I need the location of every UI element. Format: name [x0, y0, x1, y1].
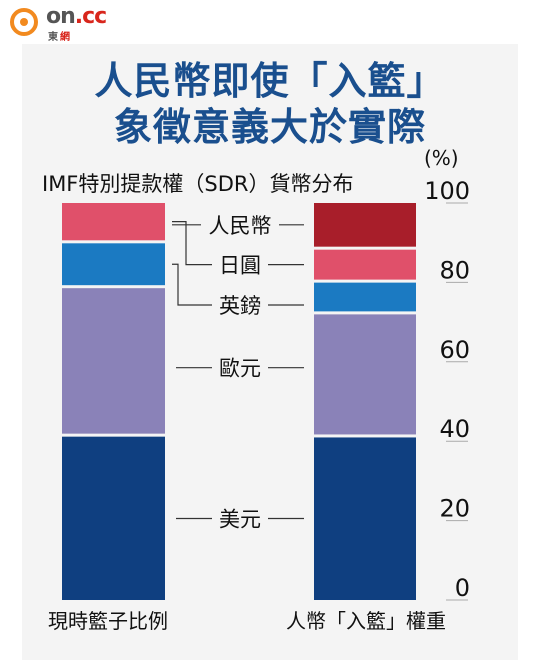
bar-current-英鎊 — [62, 243, 165, 286]
leader-left-英鎊 — [172, 263, 212, 306]
series-label-人民幣: 人民幣 — [209, 214, 272, 238]
oncc-logo-subtext: 東網 — [48, 32, 72, 43]
series-label-美元: 美元 — [219, 508, 261, 532]
y-tick-label-20: 20 — [439, 495, 470, 523]
series-label-日圓: 日圓 — [219, 254, 261, 278]
bar-rmb-英鎊 — [314, 282, 416, 312]
x-label-current: 現時籃子比例 — [48, 609, 168, 633]
leader-left-日圓 — [172, 221, 212, 266]
headline-line-2: 象徵意義大於實際 — [113, 105, 426, 149]
bar-current-美元 — [62, 436, 165, 600]
bar-rmb-日圓 — [314, 249, 416, 280]
y-axis-unit: (%) — [424, 146, 459, 170]
y-tick-label-0: 0 — [455, 574, 470, 602]
bar-rmb-美元 — [314, 437, 416, 600]
oncc-logo-text: on.cc — [46, 4, 107, 29]
y-tick-label-40: 40 — [439, 415, 470, 443]
y-tick-label-60: 60 — [439, 336, 470, 364]
oncc-logo: on.cc 東網 — [10, 4, 120, 43]
bar-rmb-歐元 — [314, 314, 416, 435]
y-tick-label-80: 80 — [439, 256, 470, 284]
y-tick-label-100: 100 — [424, 177, 470, 205]
x-label-rmb: 人幣「入籃」權重 — [286, 609, 446, 633]
bar-rmb-人民幣 — [314, 203, 416, 247]
series-label-歐元: 歐元 — [219, 357, 261, 381]
headline-line-1: 人民幣即使「入籃」 — [94, 59, 446, 103]
bar-current-日圓 — [62, 203, 165, 241]
chart-title: IMF特別提款權（SDR）貨幣分布 — [42, 172, 354, 196]
oncc-logo-icon — [10, 8, 38, 36]
series-label-英鎊: 英鎊 — [219, 294, 261, 318]
bar-current-歐元 — [62, 288, 165, 434]
